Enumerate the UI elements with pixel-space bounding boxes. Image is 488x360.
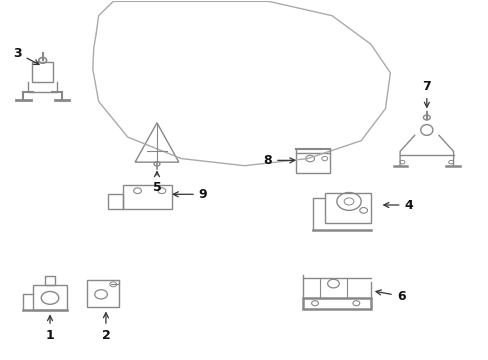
Bar	[108, 194, 122, 208]
Bar	[33, 285, 67, 310]
Bar	[302, 298, 370, 309]
Text: 4: 4	[383, 198, 412, 212]
Text: 2: 2	[102, 313, 110, 342]
Bar	[32, 62, 53, 82]
Text: 5: 5	[152, 172, 161, 194]
Bar	[295, 153, 329, 173]
Text: 8: 8	[263, 154, 294, 167]
Text: 7: 7	[422, 80, 430, 107]
Text: 6: 6	[375, 289, 405, 303]
Bar	[122, 185, 171, 208]
Text: 3: 3	[13, 47, 39, 64]
Bar	[45, 276, 55, 285]
Bar	[324, 193, 370, 223]
Bar	[87, 280, 119, 307]
Text: 1: 1	[45, 316, 54, 342]
Text: 9: 9	[173, 188, 207, 201]
